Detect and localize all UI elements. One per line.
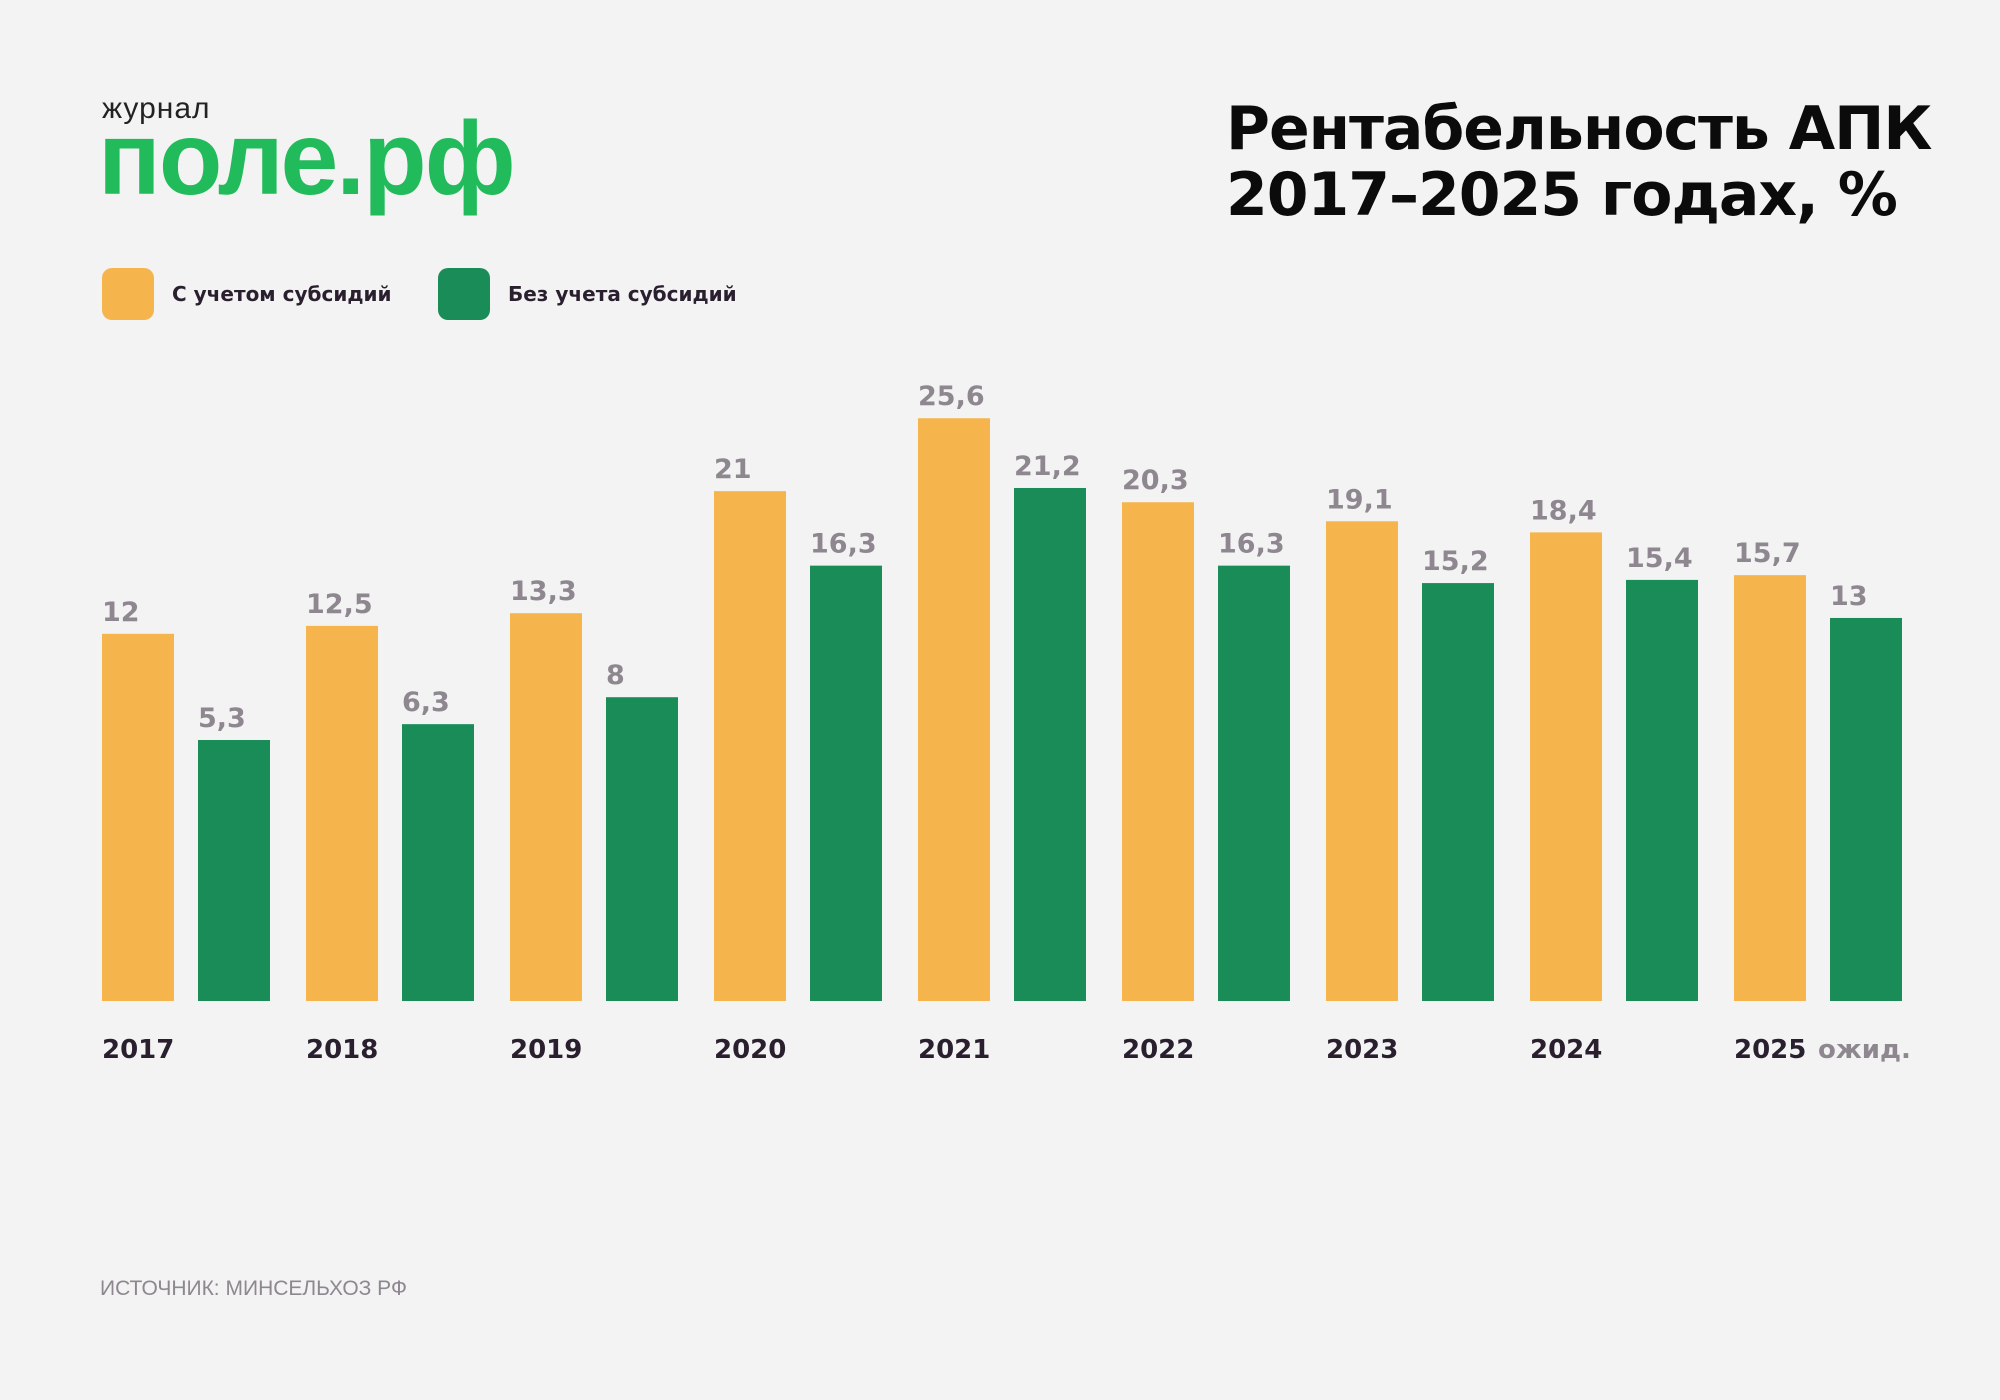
value-label: 19,1 bbox=[1326, 484, 1393, 515]
bar-without-subsidies-2019 bbox=[606, 697, 678, 1001]
bar-with-subsidies-2017 bbox=[102, 633, 174, 1001]
bar-with-subsidies-2022 bbox=[1122, 502, 1194, 1001]
bar-with-subsidies-2024 bbox=[1530, 532, 1602, 1001]
logo-journal-text: журнал bbox=[102, 92, 211, 125]
value-label: 15,4 bbox=[1626, 543, 1693, 574]
chart-title: Рентабельность АПК 2017–2025 годах, % bbox=[1226, 94, 1932, 230]
x-tick-label: 2024 bbox=[1530, 1035, 1602, 1065]
legend-item-with-subsidies: С учетом субсидий bbox=[102, 268, 392, 320]
value-label: 12,5 bbox=[306, 589, 373, 620]
x-tick-label: 2022 bbox=[1122, 1035, 1194, 1065]
bar-with-subsidies-2020 bbox=[714, 491, 786, 1001]
value-label: 15,2 bbox=[1422, 546, 1489, 577]
bar-with-subsidies-2025 bbox=[1734, 575, 1806, 1001]
x-tick-note: ожид. bbox=[1818, 1035, 1911, 1065]
bar-without-subsidies-2021 bbox=[1014, 487, 1086, 1002]
x-tick-label: 2019 bbox=[510, 1035, 582, 1065]
title-line-1: Рентабельность АПК bbox=[1226, 94, 1932, 164]
legend-item-without-subsidies: Без учета субсидий bbox=[438, 268, 737, 320]
bar-without-subsidies-2022 bbox=[1218, 565, 1290, 1001]
x-tick-label: 2017 bbox=[102, 1035, 174, 1065]
logo-pole-rf: поле.рф bbox=[98, 101, 516, 217]
bar-without-subsidies-2018 bbox=[402, 724, 474, 1001]
value-label: 13 bbox=[1830, 581, 1868, 612]
value-label: 16,3 bbox=[810, 529, 877, 560]
value-label: 21 bbox=[714, 454, 752, 485]
value-label: 8 bbox=[606, 660, 625, 691]
bar-with-subsidies-2018 bbox=[306, 625, 378, 1001]
x-tick-label: 2025 bbox=[1734, 1035, 1806, 1065]
bar-without-subsidies-2024 bbox=[1626, 579, 1698, 1001]
legend-label: С учетом субсидий bbox=[172, 282, 392, 306]
legend-swatch-green bbox=[438, 268, 490, 320]
bar-with-subsidies-2023 bbox=[1326, 521, 1398, 1001]
value-label: 18,4 bbox=[1530, 495, 1597, 526]
value-label: 21,2 bbox=[1014, 451, 1081, 482]
value-label: 20,3 bbox=[1122, 465, 1189, 496]
value-label: 15,7 bbox=[1734, 538, 1801, 569]
bar-with-subsidies-2019 bbox=[510, 613, 582, 1001]
x-tick-label: 2020 bbox=[714, 1035, 786, 1065]
legend-swatch-yellow bbox=[102, 268, 154, 320]
value-label: 25,6 bbox=[918, 381, 985, 412]
value-label: 5,3 bbox=[198, 703, 246, 734]
x-tick-label: 2023 bbox=[1326, 1035, 1398, 1065]
x-tick-label: 2021 bbox=[918, 1035, 990, 1065]
bar-without-subsidies-2020 bbox=[810, 565, 882, 1001]
value-label: 12 bbox=[102, 597, 140, 628]
bar-with-subsidies-2021 bbox=[918, 418, 990, 1001]
value-label: 6,3 bbox=[402, 687, 450, 718]
title-line-2: 2017–2025 годах, % bbox=[1226, 160, 1898, 230]
legend-label: Без учета субсидий bbox=[508, 282, 737, 306]
x-tick-label: 2018 bbox=[306, 1035, 378, 1065]
bar-without-subsidies-2023 bbox=[1422, 583, 1494, 1001]
bar-without-subsidies-2025 bbox=[1830, 617, 1902, 1001]
source-note: ИСТОЧНИК: МИНСЕЛЬХОЗ РФ bbox=[100, 1277, 407, 1300]
bar-without-subsidies-2017 bbox=[198, 739, 270, 1001]
value-label: 16,3 bbox=[1218, 529, 1285, 560]
value-label: 13,3 bbox=[510, 576, 577, 607]
